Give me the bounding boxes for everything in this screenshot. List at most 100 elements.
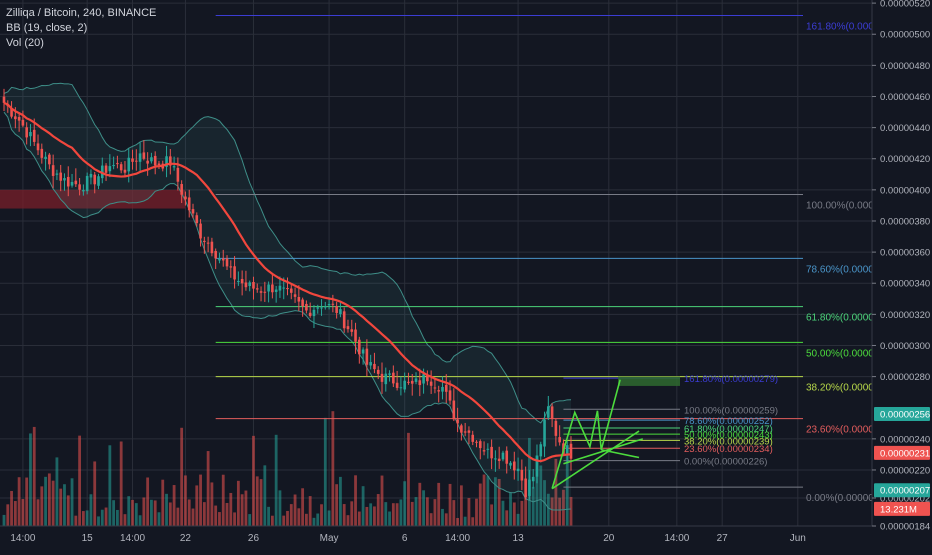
candle-body: [36, 143, 40, 151]
time-axis: 14:00 15 14:00 22 26 May 6 14:00 13 20 14:00 27 Jun: [0, 525, 872, 550]
fib-label: 100.00%(0.000003: [806, 201, 891, 212]
candle-body: [418, 380, 422, 386]
volume-bar: [494, 477, 497, 526]
candle: [214, 248, 217, 269]
candle: [146, 152, 149, 176]
fib-inner-label: 50.00%(0.00000243): [684, 430, 773, 441]
candle: [444, 374, 448, 404]
volume-bar: [161, 479, 165, 526]
volume-bar: [146, 477, 150, 526]
candle: [293, 287, 297, 303]
candle-body: [218, 258, 221, 261]
candle-body: [376, 369, 380, 374]
volume-bar: [524, 494, 528, 526]
candle-body: [460, 425, 463, 433]
volume-bar: [97, 516, 100, 526]
candle: [531, 468, 535, 489]
candle-body: [354, 329, 357, 342]
candle-body: [335, 306, 338, 313]
grid-lines: [0, 0, 872, 527]
target-box: [618, 376, 680, 386]
volume-bar: [240, 494, 244, 526]
volume-bar: [425, 497, 429, 526]
time-tick-label: 20: [603, 533, 615, 544]
candle: [104, 163, 108, 181]
candle-body: [482, 450, 486, 452]
candle: [388, 370, 391, 382]
candle: [252, 276, 255, 300]
volume-bar: [25, 477, 29, 526]
candle-body: [252, 282, 255, 289]
candle-body: [554, 420, 558, 436]
candle: [25, 122, 28, 145]
candle-body: [104, 165, 108, 173]
candle: [467, 426, 471, 445]
volume-bar: [81, 511, 85, 526]
volume-bar: [369, 503, 373, 526]
candle-body: [524, 478, 527, 498]
volume-bar: [248, 514, 252, 526]
candle: [305, 300, 308, 314]
candle: [429, 370, 433, 394]
volume-bar: [138, 515, 142, 526]
pattern-trendline-lower: [551, 430, 640, 490]
candle-body: [119, 164, 123, 171]
time-tick-label: 6: [402, 533, 408, 544]
candle: [380, 362, 384, 394]
candle: [271, 274, 274, 299]
candle-body: [316, 307, 320, 309]
volume-bar: [380, 475, 384, 526]
candle: [203, 236, 206, 254]
candle: [89, 169, 93, 185]
bollinger-lower: [3, 111, 572, 511]
candle-body: [342, 311, 346, 329]
time-tick-label: 14:00: [445, 533, 470, 544]
candle-body: [293, 294, 297, 297]
candle: [93, 171, 97, 194]
candle-body: [278, 285, 282, 291]
candle-body: [2, 96, 6, 103]
candle: [433, 377, 437, 394]
candle: [312, 305, 316, 329]
volume-bar: [131, 499, 134, 526]
candle: [221, 249, 225, 267]
volume-bar: [244, 490, 248, 526]
volume-bar: [172, 485, 176, 526]
candle-body: [51, 165, 55, 176]
candle: [263, 281, 267, 302]
volume-bar: [422, 490, 425, 526]
volume-bar: [395, 503, 399, 526]
volume-bar: [184, 475, 187, 526]
candle-body: [452, 400, 456, 420]
candle-body: [289, 288, 293, 293]
volume-bar: [89, 494, 93, 526]
volume-bar: [13, 501, 17, 526]
candle: [218, 252, 221, 264]
volume-bar: [354, 475, 357, 526]
candle: [520, 459, 524, 491]
volume-bar: [263, 465, 267, 526]
time-tick-label: Jun: [790, 533, 806, 544]
candle-body: [32, 129, 36, 142]
price-badge-label: 0.00000207: [880, 486, 930, 497]
price-badge-label: 0.00000256: [880, 409, 930, 420]
candle: [369, 354, 372, 370]
candle-body: [195, 215, 199, 224]
candle-body: [78, 184, 81, 190]
volume-bar: [486, 476, 490, 526]
volume-bar: [176, 507, 180, 526]
volume-bar: [21, 499, 25, 526]
volume-bar: [350, 501, 354, 526]
candle: [441, 376, 444, 400]
candle-body: [214, 250, 217, 259]
fib-label: 61.80%(0.0000032: [806, 313, 891, 324]
candle: [460, 423, 463, 441]
volume-bar: [142, 497, 146, 526]
candle-body: [165, 156, 168, 167]
candle: [410, 373, 414, 396]
volume-bar: [29, 433, 32, 526]
fib-retracement: 161.80%(0.0000005 100.00%(0.000003 78.60%(…: [215, 15, 897, 504]
volume-bar: [335, 484, 339, 526]
